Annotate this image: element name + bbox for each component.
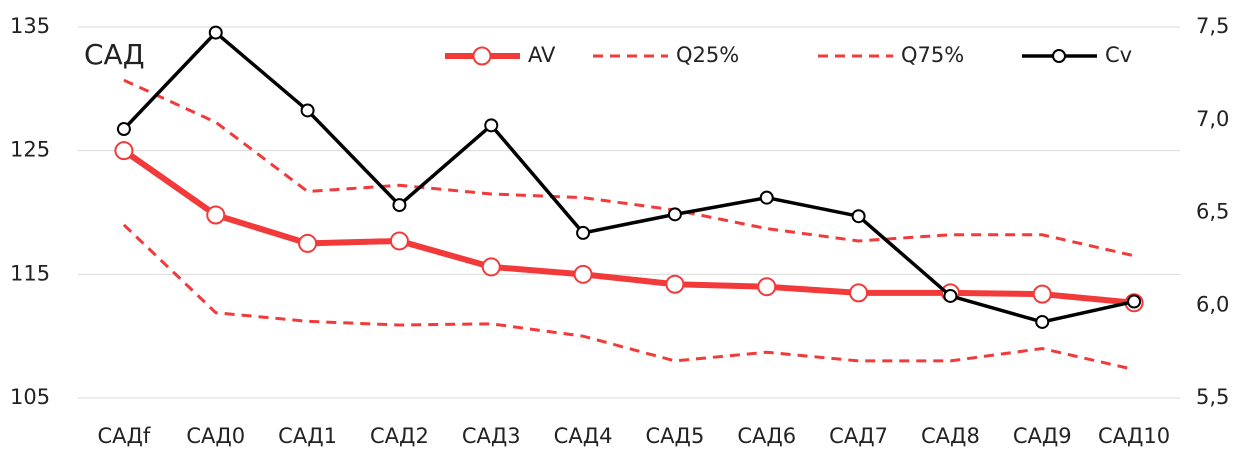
- point: [300, 103, 315, 118]
- y-tick-label: 115: [10, 261, 50, 285]
- y-tick-label: 105: [10, 385, 50, 409]
- legend-marker: [472, 46, 492, 66]
- point: [116, 122, 131, 137]
- point: [849, 283, 869, 303]
- x-tick-label: САД1: [278, 424, 337, 448]
- x-tick-label: САД7: [829, 424, 888, 448]
- x-tick-label: САД10: [1098, 424, 1170, 448]
- y-tick-label: 135: [10, 14, 50, 38]
- legend-label: AV: [528, 43, 556, 67]
- legend-label: Q75%: [901, 43, 964, 67]
- series-line: [123, 78, 1135, 258]
- point: [943, 288, 958, 303]
- y2-tick-label: 7,5: [1196, 14, 1229, 38]
- x-tick-label: САД3: [462, 424, 521, 448]
- x-tick-label: САД5: [646, 424, 705, 448]
- point: [1035, 314, 1050, 329]
- point: [757, 277, 777, 297]
- x-tick-label: САД4: [554, 424, 613, 448]
- point: [114, 141, 134, 161]
- point: [573, 264, 593, 284]
- point: [208, 25, 223, 40]
- legend-label: Q25%: [676, 43, 739, 67]
- y2-tick-label: 5,5: [1196, 385, 1229, 409]
- point: [1127, 294, 1142, 309]
- point: [206, 205, 226, 225]
- y-tick-label: 125: [10, 138, 50, 162]
- x-tick-label: САД0: [186, 424, 245, 448]
- legend-label: Cv: [1105, 43, 1132, 67]
- series-line: [122, 30, 1135, 324]
- point: [389, 231, 409, 251]
- x-tick-label: САДf: [98, 424, 151, 448]
- x-tick-label: САД8: [921, 424, 980, 448]
- point: [392, 198, 407, 213]
- point: [1032, 284, 1052, 304]
- point: [484, 118, 499, 133]
- series-line: [122, 148, 1135, 306]
- y2-tick-label: 6,5: [1196, 200, 1229, 224]
- annotation: САД: [84, 38, 145, 71]
- y2-tick-label: 7,0: [1196, 107, 1229, 131]
- series-line: [122, 223, 1135, 372]
- point: [667, 207, 682, 222]
- point: [576, 225, 591, 240]
- point: [851, 209, 866, 224]
- point: [298, 233, 318, 253]
- y2-tick-label: 6,0: [1196, 292, 1229, 316]
- point: [481, 257, 501, 277]
- point: [665, 274, 685, 294]
- x-tick-label: САД2: [370, 424, 429, 448]
- x-tick-label: САД6: [737, 424, 796, 448]
- point: [759, 190, 774, 205]
- legend-marker: [1052, 49, 1066, 63]
- x-tick-label: САД9: [1013, 424, 1072, 448]
